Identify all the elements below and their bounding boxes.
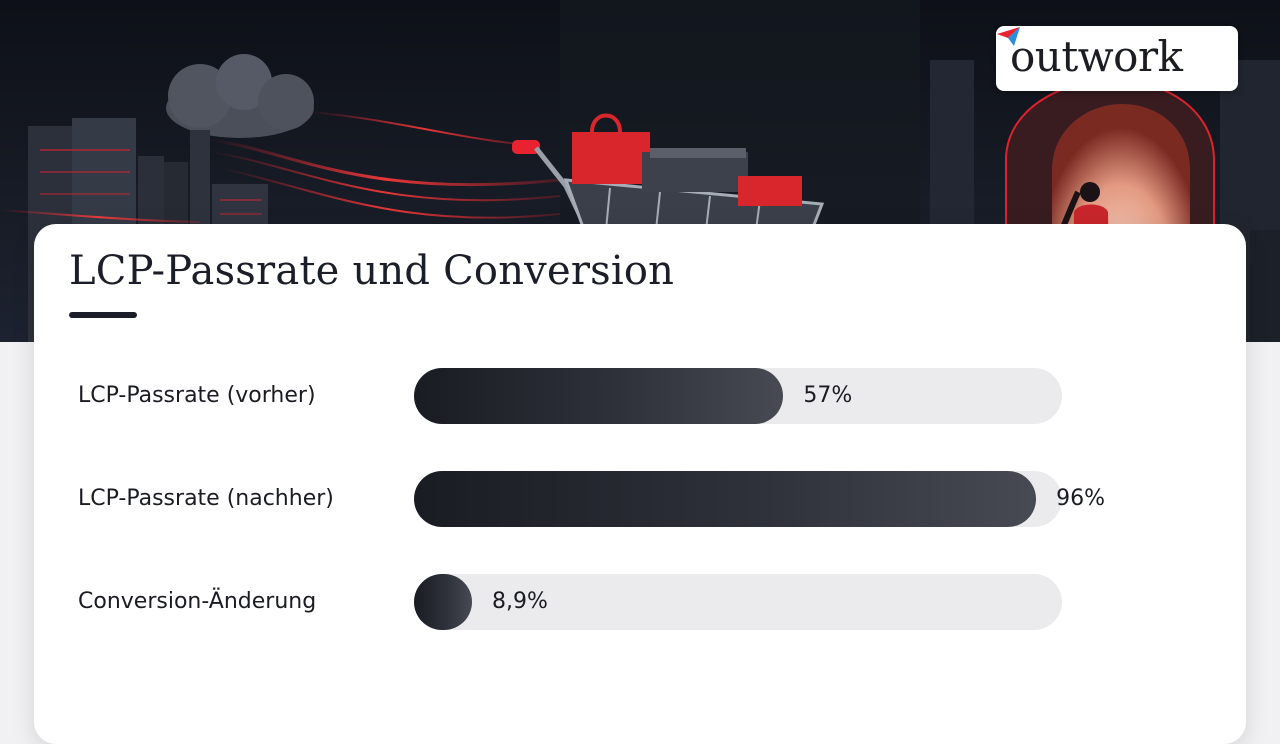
bar-label: Conversion-Änderung [78, 589, 317, 614]
bar-value-label: 57% [803, 383, 853, 408]
bar-fill [414, 368, 784, 424]
bar-label: LCP-Passrate (nachher) [78, 486, 334, 511]
bar-track [414, 471, 1062, 527]
bar-fill [414, 471, 1037, 527]
bar-track [414, 574, 1062, 630]
cloud-icon [166, 54, 314, 138]
logo-wordmark: outwork [1010, 32, 1183, 81]
bar-row-nachher: LCP-Passrate (nachher) 96% [78, 471, 1178, 527]
bar-label: LCP-Passrate (vorher) [78, 383, 316, 408]
brand-logo[interactable]: outwork [996, 26, 1238, 91]
bar-track [414, 368, 1062, 424]
bar-fill [414, 574, 472, 630]
title-underline [69, 312, 137, 318]
light-streaks [0, 111, 561, 223]
shopping-bags-icon [572, 113, 802, 206]
chart-title: LCP-Passrate und Conversion [69, 248, 675, 294]
bar-value-label: 96% [1056, 486, 1105, 511]
shopping-cart-icon [512, 140, 825, 232]
bar-row-conversion: Conversion-Änderung 8,9% [78, 574, 1178, 630]
paper-plane-icon [997, 27, 1020, 46]
bar-value-label: 8,9% [492, 589, 548, 614]
chart-card: LCP-Passrate und Conversion LCP-Passrate… [34, 224, 1246, 744]
bar-row-vorher: LCP-Passrate (vorher) 57% [78, 368, 1178, 424]
